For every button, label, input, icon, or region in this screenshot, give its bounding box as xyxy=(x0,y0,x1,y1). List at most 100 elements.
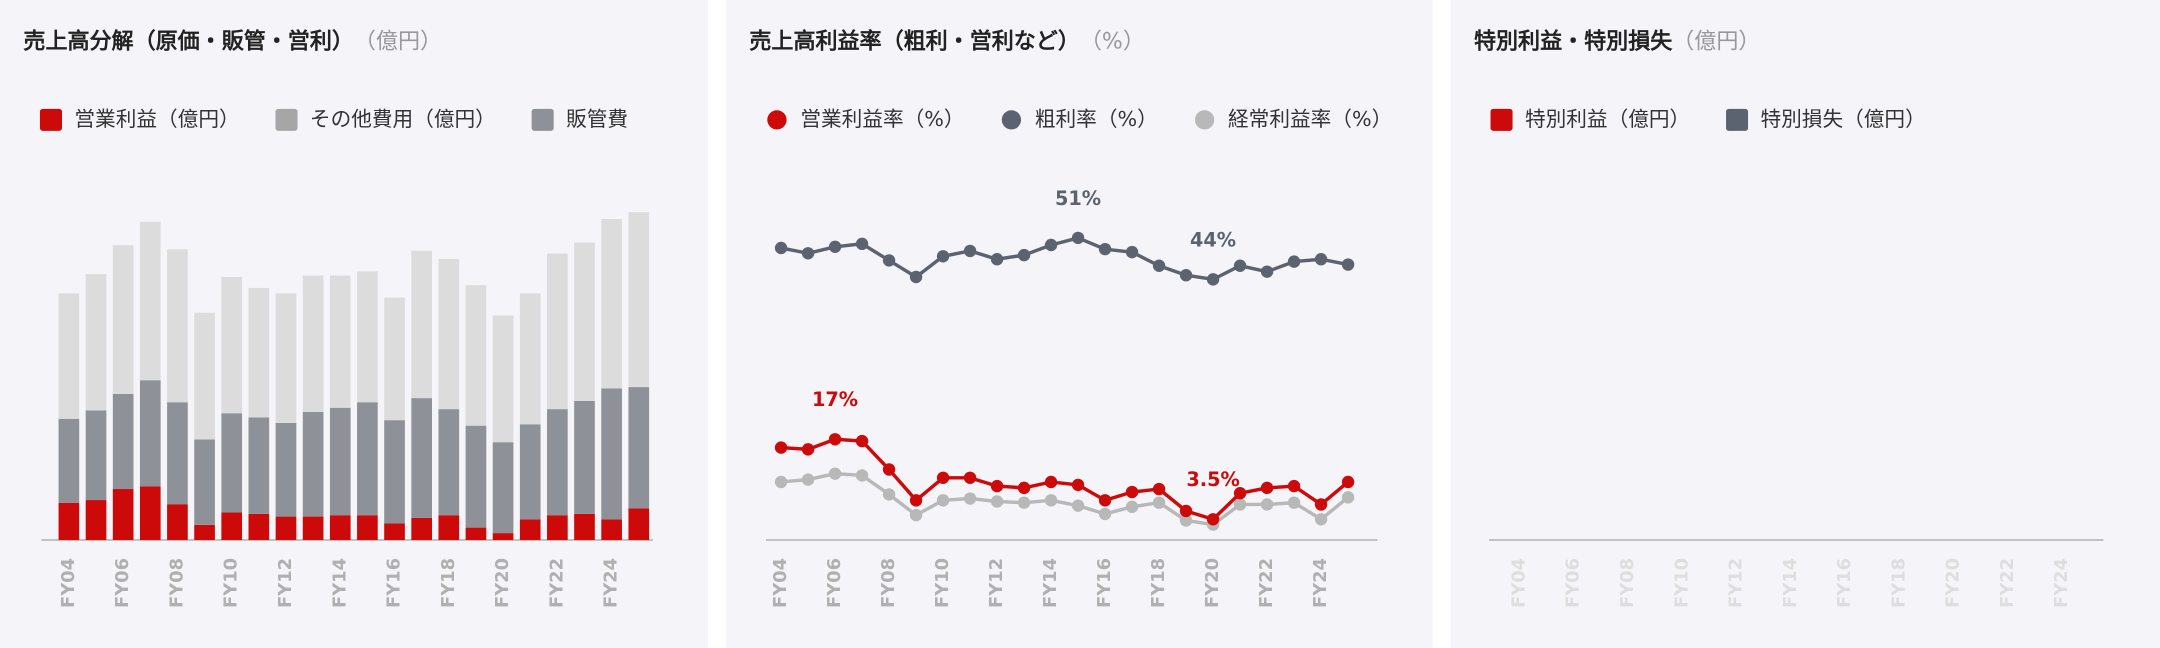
value-label: 44% xyxy=(1190,228,1236,251)
bar-segment xyxy=(547,515,568,540)
legend-label: 販管費 xyxy=(566,107,628,131)
x-tick-label: FY24 xyxy=(601,558,622,608)
point xyxy=(774,475,788,489)
point xyxy=(990,495,1004,508)
bar-segment xyxy=(58,418,80,503)
bar-segment xyxy=(628,212,650,388)
point xyxy=(1125,485,1139,499)
legend-label: 経常利益率（%） xyxy=(1228,107,1392,131)
point xyxy=(1314,253,1328,266)
x-tick-label: FY22 xyxy=(1997,558,2018,608)
chart-subtitle: （億円） xyxy=(354,30,442,55)
point xyxy=(1206,513,1220,526)
line xyxy=(780,236,1349,282)
x-tick-label: FY14 xyxy=(1040,558,1061,608)
bar-segment xyxy=(85,500,107,540)
point xyxy=(990,253,1004,266)
point xyxy=(1017,496,1031,509)
point xyxy=(1233,259,1247,272)
point xyxy=(1314,498,1328,511)
point xyxy=(1341,491,1355,504)
bar-segment xyxy=(357,271,378,403)
legend-swatch xyxy=(1194,110,1215,130)
panel xyxy=(725,0,1433,648)
bar-segment xyxy=(221,512,243,540)
point xyxy=(1341,475,1355,489)
bar-segment xyxy=(492,315,514,443)
point xyxy=(1233,498,1247,511)
x-tick-label: FY04 xyxy=(770,558,791,608)
bar-segment xyxy=(574,400,595,514)
bar-segment xyxy=(139,380,161,487)
point xyxy=(1287,496,1301,509)
bar-segment xyxy=(438,409,460,516)
point xyxy=(1152,496,1166,509)
point xyxy=(1287,479,1301,493)
bar-segment xyxy=(329,515,351,540)
bar-segment xyxy=(248,417,270,514)
point xyxy=(855,237,869,251)
point xyxy=(801,443,815,456)
point xyxy=(1071,478,1085,492)
point xyxy=(1260,481,1274,495)
point xyxy=(1260,498,1274,511)
bar-segment xyxy=(85,410,107,501)
x-tick-label: FY16 xyxy=(1094,558,1115,608)
bar-segment xyxy=(194,312,215,440)
bar-segment xyxy=(302,275,324,412)
point xyxy=(1125,500,1139,514)
chart-subtitle: （%） xyxy=(1080,30,1145,55)
point xyxy=(828,433,842,446)
bar-segment xyxy=(438,515,460,540)
bar-segment xyxy=(601,519,622,540)
point xyxy=(1179,269,1193,282)
point xyxy=(1125,245,1139,259)
x-tick-label: FY16 xyxy=(1834,558,1855,608)
bar-segment xyxy=(139,486,161,540)
chart-title: 特別利益・特別損失 xyxy=(1474,29,1673,55)
x-tick-label: FY06 xyxy=(824,558,845,608)
bar-segment xyxy=(384,420,405,524)
point xyxy=(1098,494,1112,507)
bar-segment xyxy=(411,250,432,399)
bar-segment xyxy=(221,276,243,414)
legend-label: 営業利益率（%） xyxy=(800,107,964,131)
x-tick-label: FY18 xyxy=(1148,558,1169,608)
point xyxy=(1341,258,1355,271)
point xyxy=(1044,475,1058,489)
x-tick-label: FY22 xyxy=(546,558,567,608)
x-tick-label: FY24 xyxy=(2051,558,2072,608)
point xyxy=(963,492,977,505)
point xyxy=(936,471,950,485)
legend-swatch xyxy=(1001,110,1022,130)
point xyxy=(963,244,977,258)
point xyxy=(909,508,923,522)
x-tick-label: FY10 xyxy=(1671,558,1692,608)
point xyxy=(1098,507,1112,521)
legend-swatch xyxy=(1726,108,1749,131)
bar-segment xyxy=(194,439,215,525)
bar-segment xyxy=(275,293,297,423)
point xyxy=(774,441,788,454)
legend-swatch xyxy=(531,108,554,131)
value-label: 17% xyxy=(812,388,858,411)
x-tick-label: FY06 xyxy=(1563,558,1584,608)
bar-segment xyxy=(384,297,405,421)
x-tick-label: FY12 xyxy=(1726,558,1747,608)
legend-label: 特別損失（億円） xyxy=(1760,107,1925,131)
value-label: 3.5% xyxy=(1186,468,1239,491)
bar-segment xyxy=(628,387,650,509)
bar-segment xyxy=(411,517,432,540)
x-tick-label: FY10 xyxy=(932,558,953,608)
bar-segment xyxy=(112,489,134,540)
x-tick-label: FY18 xyxy=(1888,558,1909,608)
bar-segment xyxy=(58,502,80,540)
bar-segment xyxy=(492,533,514,540)
legend-swatch xyxy=(767,110,787,130)
bar-segment xyxy=(574,242,595,401)
chart-subtitle: （億円） xyxy=(1672,30,1760,55)
x-tick-label: FY10 xyxy=(221,558,242,608)
bar-segment xyxy=(167,249,188,403)
point xyxy=(936,250,950,263)
point xyxy=(1206,273,1220,286)
